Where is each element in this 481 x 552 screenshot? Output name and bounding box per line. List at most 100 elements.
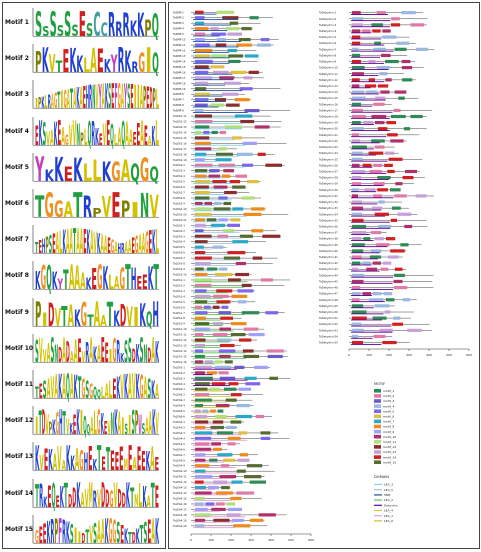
motif-box [377, 188, 388, 192]
motif-box [225, 27, 240, 31]
logo-letter: Q [93, 383, 97, 402]
domain-bar [193, 314, 245, 316]
logo-letter: D [68, 491, 72, 511]
motif-box [219, 475, 237, 479]
motif-label: Motif 6 [5, 200, 29, 208]
motif-box [257, 152, 266, 156]
logo-letter: G [65, 133, 69, 149]
motif-box [195, 59, 213, 64]
legend-label: LEA_2 [384, 498, 393, 502]
motif-box [209, 458, 218, 462]
logo-letter: V [103, 118, 107, 149]
gene-label: TaDehydrin-20 [319, 127, 338, 131]
legend-label: motif_14 [383, 455, 396, 459]
motif-box [232, 185, 246, 189]
motif-box [392, 322, 403, 326]
motif-box [218, 349, 236, 353]
motif-box [215, 158, 232, 162]
axis-tick-label: 500 [446, 353, 452, 357]
motif-box [402, 298, 411, 302]
motif-box [371, 139, 385, 143]
motif-box [380, 90, 390, 94]
logo-letter: E [35, 122, 39, 149]
logo-letter: G [97, 259, 103, 293]
motif-box [352, 249, 364, 253]
motif-box [265, 311, 279, 315]
motif-box [352, 59, 361, 64]
logo-letter: A [128, 368, 132, 402]
motif-label: Motif 4 [5, 127, 29, 135]
legend-label: motif_4 [383, 404, 394, 408]
logo-letter: S [108, 78, 111, 112]
gene-label: TaLEA2-2 [173, 163, 185, 167]
logo-letter: P [35, 296, 41, 330]
motif-box [203, 305, 211, 309]
gene-label: TaLEA6-3 [173, 398, 185, 402]
domain-bar [351, 117, 390, 119]
logo-letter: D [120, 299, 126, 330]
motif-box [195, 37, 205, 42]
domain-bar [193, 505, 217, 507]
motif-box [195, 180, 211, 184]
logo-letter: K [86, 275, 92, 294]
domain-bar [193, 467, 236, 469]
motif-box [362, 163, 372, 167]
motif-box [249, 518, 264, 522]
logo-letter: L [156, 85, 159, 113]
domain-bar [193, 84, 225, 86]
logo-letter: T [106, 443, 111, 475]
logo-letter: G [97, 404, 100, 438]
gene-label: TaDehydrin-51 [319, 316, 338, 320]
domain-bar [193, 461, 225, 463]
logo-letter: K [54, 117, 58, 149]
domain-bar [351, 191, 377, 193]
logo-letter: C [101, 20, 108, 40]
logo-letter: A [102, 78, 105, 112]
motif-box [237, 300, 247, 304]
motif-box [195, 174, 207, 178]
motif-box [205, 502, 215, 506]
logo-letter: S [86, 21, 93, 40]
motif-box [352, 279, 364, 284]
gene-label: TaLEA6-6 [173, 415, 185, 419]
legend-label: LEA_3 [384, 483, 393, 487]
motif-box [407, 328, 422, 332]
gene-label: TaDehydrin-40 [319, 249, 338, 253]
motif-box [352, 206, 364, 210]
logo-letter: N [92, 79, 95, 113]
motif-box [216, 37, 226, 42]
axis-tick-label: 0 [190, 538, 192, 542]
axis-tick-label: 200 [228, 538, 234, 542]
domain-bar [193, 226, 220, 228]
logo-letter: V [95, 79, 98, 113]
motif-box [195, 382, 210, 386]
motif-box [219, 343, 235, 348]
domain-bar [193, 161, 216, 163]
logo-letter: F [114, 78, 117, 112]
logo-letter: G [64, 86, 67, 113]
gene-label: TaLEA1-13 [173, 344, 187, 348]
logo-letter: E [104, 418, 107, 438]
logo-letter: V [120, 370, 124, 402]
domain-bar [193, 128, 243, 130]
motif-box [213, 185, 228, 189]
gene-label: TaLEA2-16 [173, 141, 187, 145]
motif-box [236, 404, 250, 408]
logo-letter: A [90, 42, 97, 76]
gene-label: TaSMP-10 [173, 38, 186, 42]
logo-letter: E [110, 447, 114, 475]
logo-letter: K [42, 42, 49, 76]
logo-letter: I [60, 87, 63, 113]
domain-bar [193, 428, 219, 430]
motif-box [195, 436, 212, 441]
logo-letter: T [87, 311, 93, 330]
logo-letter: Q [87, 423, 90, 438]
motif-box [227, 251, 246, 255]
gene-label: TaLEA6-2 [173, 393, 185, 397]
logo-letter: E [137, 443, 141, 475]
domain-bar [351, 197, 394, 199]
legend-label: motif_12 [383, 445, 396, 449]
